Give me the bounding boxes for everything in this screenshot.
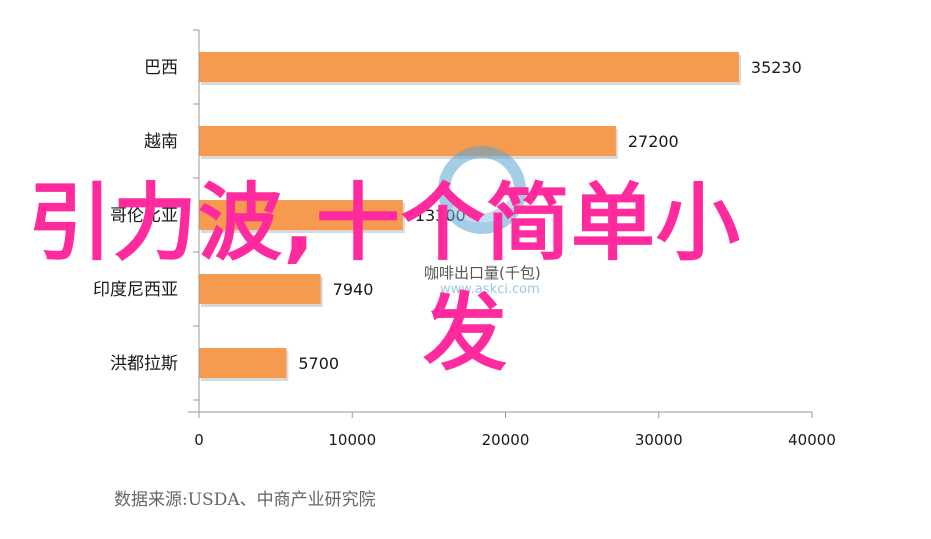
x-tick-label: 40000 <box>788 431 836 449</box>
category-label: 越南 <box>144 132 178 152</box>
x-tick-label: 0 <box>194 431 204 449</box>
value-label: 35230 <box>751 58 802 77</box>
value-label: 27200 <box>628 132 679 151</box>
category-label: 巴西 <box>144 58 178 78</box>
category-label: 洪都拉斯 <box>110 354 178 374</box>
x-tick-label: 30000 <box>635 431 683 449</box>
watermark-logo <box>438 146 526 234</box>
watermark-url: www.askci.com <box>440 282 540 297</box>
bars-layer <box>199 52 741 381</box>
bar <box>199 274 321 304</box>
bar <box>199 348 287 378</box>
x-tick-label: 10000 <box>328 431 376 449</box>
overlay-title: 引力波,十个简单小 发 <box>28 168 908 388</box>
bar <box>199 200 403 230</box>
overlay-title-line1: 引力波,十个简单小 <box>28 174 741 272</box>
bar <box>199 126 616 156</box>
value-label: 5700 <box>298 354 339 373</box>
overlay-title-line2: 发 <box>423 284 509 382</box>
axis-layer: 0 10000 20000 30000 40000 <box>188 29 836 449</box>
bar <box>199 52 739 82</box>
category-label: 印度尼西亚 <box>93 280 178 300</box>
value-label: 7940 <box>333 280 374 299</box>
category-label: 哥伦比亚 <box>110 206 178 226</box>
source-note: 数据来源:USDA、中商产业研究院 <box>114 490 376 510</box>
x-tick-label: 20000 <box>482 431 530 449</box>
watermark-legend-text: 咖啡出口量(千包) <box>424 264 541 282</box>
